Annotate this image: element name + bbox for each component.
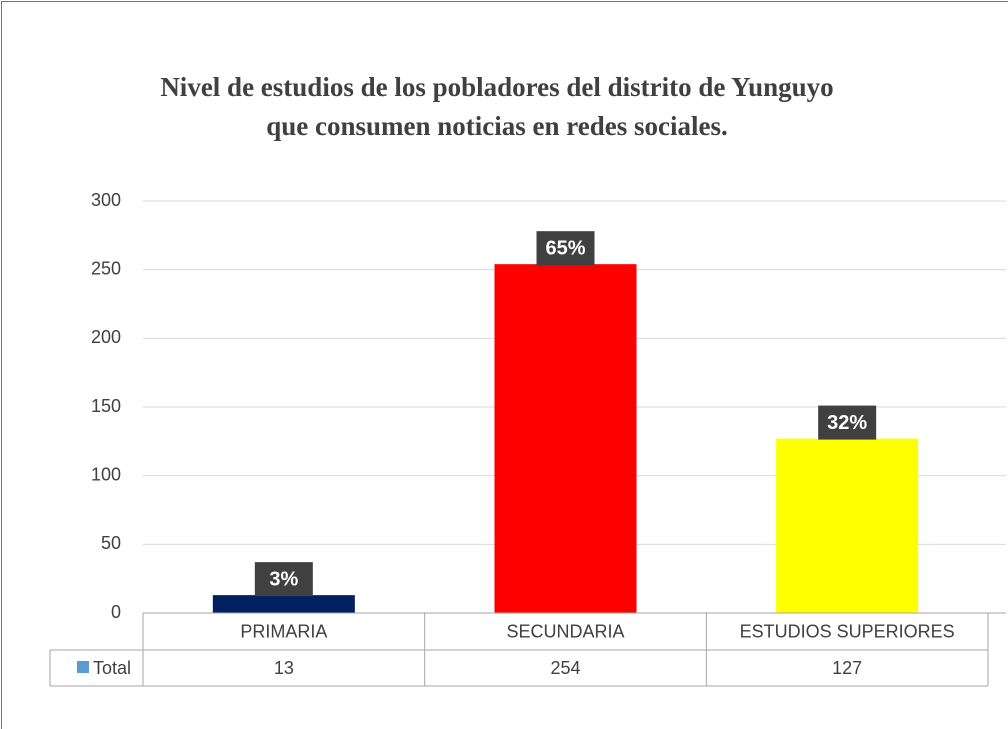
legend-key (77, 661, 89, 673)
table-value: 254 (550, 658, 580, 678)
legend-label: Total (93, 658, 131, 678)
bar (494, 264, 637, 613)
data-label: 3% (269, 568, 298, 590)
data-label: 65% (545, 237, 585, 259)
data-label: 32% (827, 412, 867, 434)
table-value: 13 (274, 658, 294, 678)
x-tick-label: PRIMARIA (240, 621, 327, 641)
x-tick-label: SECUNDARIA (506, 621, 624, 641)
y-tick-label: 50 (101, 533, 121, 553)
bar (776, 438, 919, 613)
x-tick-label: ESTUDIOS SUPERIORES (740, 621, 955, 641)
data-label-box (254, 562, 313, 597)
data-label-box (536, 231, 595, 266)
data-label-box (818, 405, 877, 440)
y-tick-label: 250 (91, 258, 121, 278)
y-tick-label: 300 (91, 190, 121, 210)
y-tick-label: 100 (91, 464, 121, 484)
table-value: 127 (832, 658, 862, 678)
y-tick-label: 150 (91, 396, 121, 416)
bar (212, 595, 355, 613)
chart-title: Nivel de estudios de los pobladores del … (160, 72, 834, 141)
y-tick-label: 0 (111, 602, 121, 622)
y-tick-label: 200 (91, 327, 121, 347)
